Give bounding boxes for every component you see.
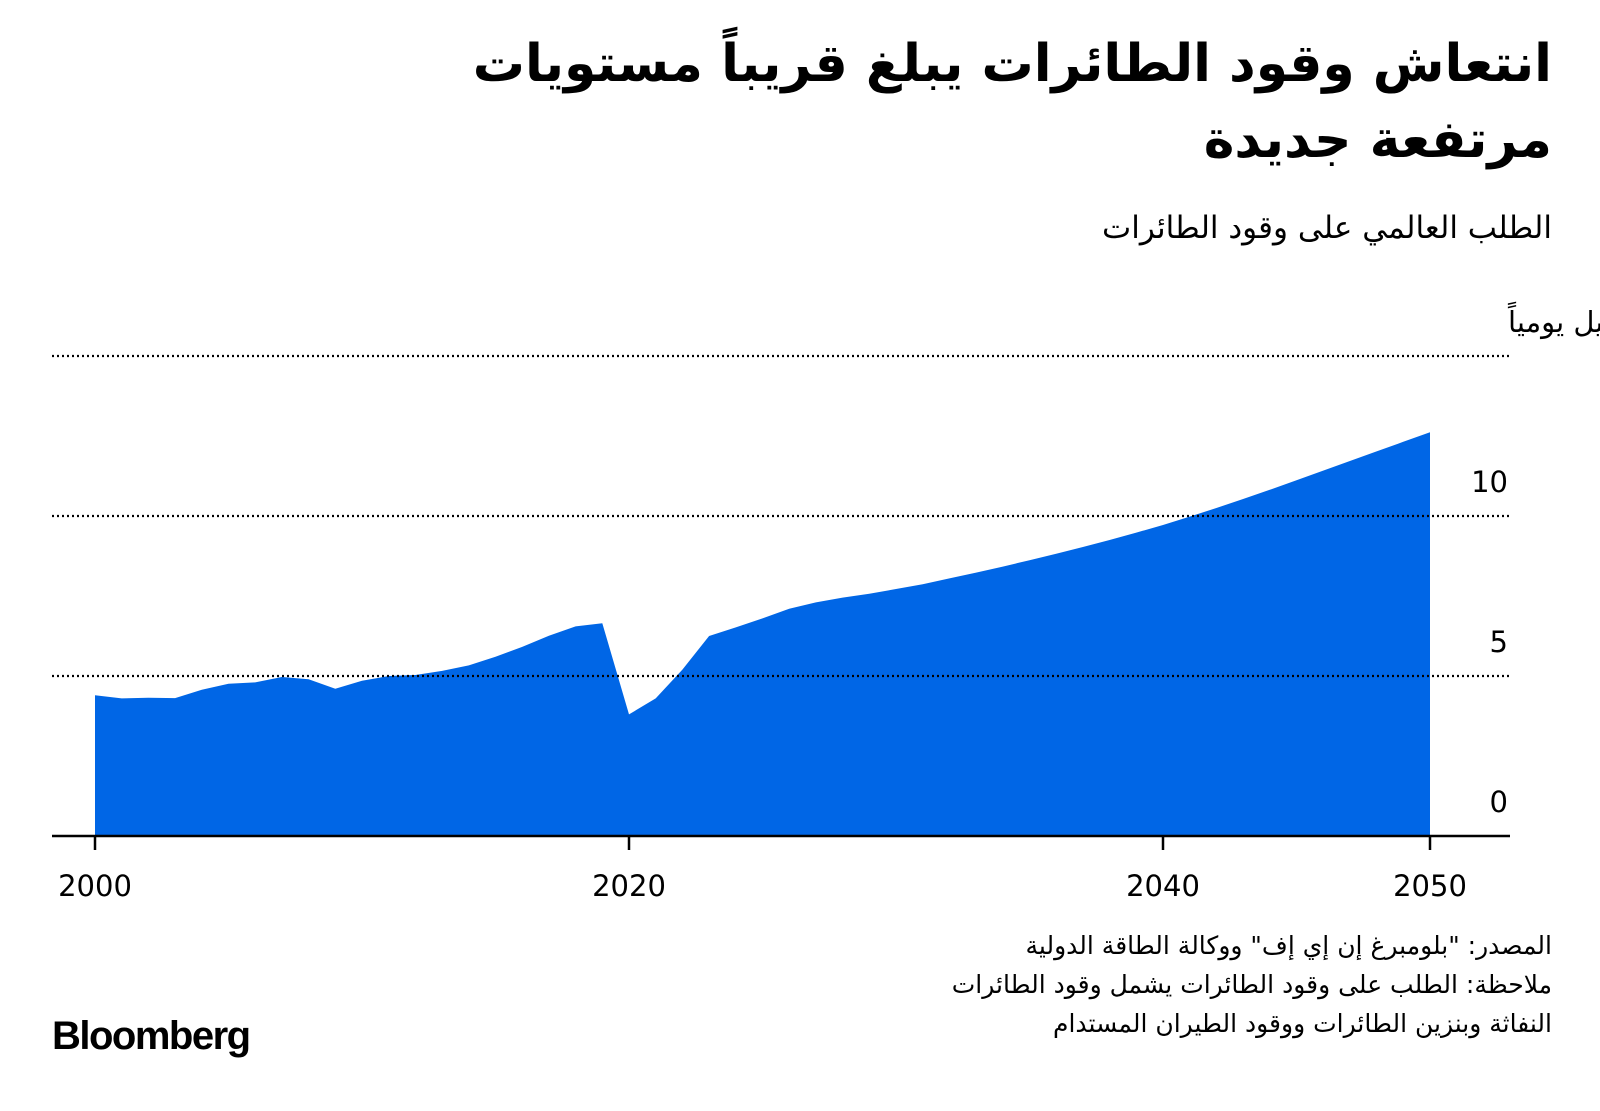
- y-tick-label-5: 5: [1490, 625, 1508, 659]
- x-tick-label-2000: 2000: [58, 869, 132, 900]
- x-tick-label-2020: 2020: [592, 869, 666, 900]
- area-chart: 0 5 10 15 مليون برميل يومياً 2000 2020 2040 205…: [52, 302, 1600, 900]
- bloomberg-logo: Bloomberg: [52, 1014, 251, 1058]
- note-line-1: ملاحظة: الطلب على وقود الطائرات يشمل وقو…: [951, 970, 1552, 999]
- note-line-2: النفاثة وبنزين الطائرات ووقود الطيران ال…: [1052, 1009, 1552, 1038]
- chart-title: انتعاش وقود الطائرات يبلغ قريباً مستويات…: [472, 34, 1552, 170]
- x-tick-label-2040: 2040: [1126, 869, 1200, 900]
- area-series-0: [95, 432, 1430, 836]
- y-tick-label-10: 10: [1471, 465, 1508, 499]
- source-note: المصدر: "بلومبرغ إن إي إف" ووكالة الطاقة…: [1025, 931, 1552, 960]
- y-axis-unit-label: 15 مليون برميل يومياً: [1508, 302, 1600, 339]
- chart-footer: المصدر: "بلومبرغ إن إي إف" ووكالة الطاقة…: [652, 926, 1552, 1043]
- y-tick-label-0: 0: [1490, 785, 1508, 819]
- chart-subtitle: الطلب العالمي على وقود الطائرات: [1102, 210, 1552, 246]
- x-tick-label-2050: 2050: [1393, 869, 1467, 900]
